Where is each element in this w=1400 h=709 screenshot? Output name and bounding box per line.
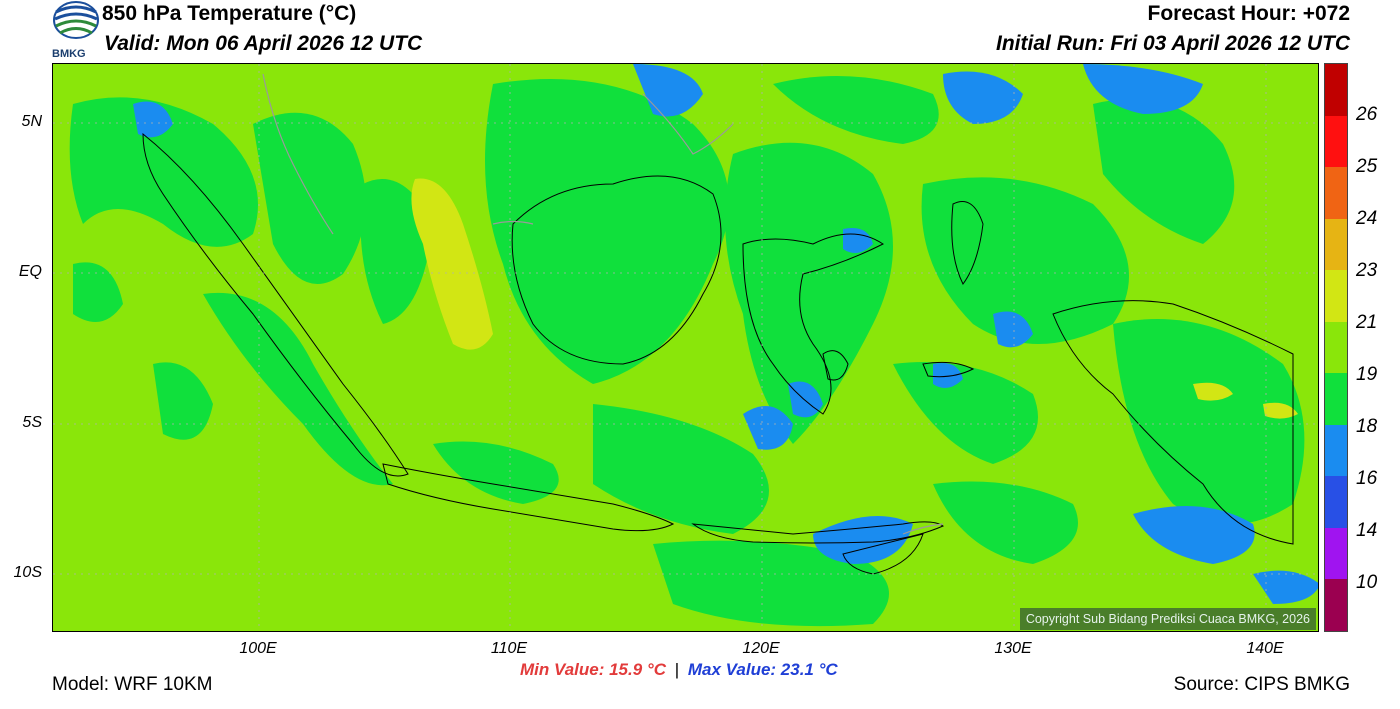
temperature-field-yellow: [411, 178, 1298, 419]
colorbar-label-25: 25: [1356, 156, 1378, 177]
min-value: Min Value: 15.9 °C: [520, 660, 666, 679]
lat-label-10s: 10S: [13, 564, 42, 581]
colorbar-segment: [1325, 64, 1347, 117]
colorbar-segment: [1325, 270, 1347, 323]
coastlines: [142, 132, 1294, 575]
min-max-values: Min Value: 15.9 °C | Max Value: 23.1 °C: [520, 660, 838, 680]
lat-label-5s: 5S: [22, 414, 42, 431]
colorbar-segment: [1325, 476, 1347, 529]
colorbar-segment: [1325, 579, 1347, 632]
lon-label-140e: 140E: [1246, 640, 1284, 657]
colorbar-label-19: 19: [1356, 364, 1378, 385]
colorbar-label-26: 26: [1356, 104, 1378, 125]
logo-text: BMKG: [52, 48, 86, 60]
colorbar-label-18: 18: [1356, 416, 1378, 437]
colorbar-segment: [1325, 373, 1347, 426]
lat-label-eq: EQ: [18, 263, 42, 280]
lat-label-5n: 5N: [21, 113, 42, 130]
value-separator: |: [674, 660, 680, 679]
colorbar-segment: [1325, 527, 1347, 580]
data-source: Source: CIPS BMKG: [1173, 674, 1350, 695]
temperature-map: [52, 63, 1319, 632]
borders: [262, 73, 944, 535]
colorbar-label-10: 10: [1356, 572, 1378, 593]
colorbar-label-16: 16: [1356, 468, 1378, 489]
model-name: Model: WRF 10KM: [52, 674, 213, 695]
colorbar-segment: [1325, 167, 1347, 220]
lon-label-120e: 120E: [742, 640, 780, 657]
colorbar-segment: [1325, 424, 1347, 477]
colorbar: [1324, 63, 1348, 632]
lon-label-100e: 100E: [239, 640, 277, 657]
grid-lines: [53, 64, 1318, 631]
colorbar-label-14: 14: [1356, 520, 1378, 541]
map-title: 850 hPa Temperature (°C): [102, 2, 357, 25]
colorbar-segment: [1325, 115, 1347, 168]
lon-label-130e: 130E: [994, 640, 1032, 657]
colorbar-segment: [1325, 218, 1347, 271]
valid-time: Valid: Mon 06 April 2026 12 UTC: [104, 32, 423, 55]
lon-label-110e: 110E: [490, 640, 528, 657]
bmkg-logo: [52, 0, 100, 62]
temperature-field-blue: [133, 64, 1318, 604]
colorbar-segment: [1325, 321, 1347, 374]
colorbar-label-21: 21: [1356, 312, 1378, 333]
copyright-note: Copyright Sub Bidang Prediksi Cuaca BMKG…: [1019, 608, 1316, 630]
max-value: Max Value: 23.1 °C: [687, 660, 838, 679]
colorbar-label-24: 24: [1356, 208, 1378, 229]
colorbar-label-23: 23: [1356, 260, 1378, 281]
initial-run: Initial Run: Fri 03 April 2026 12 UTC: [996, 32, 1350, 55]
forecast-hour: Forecast Hour: +072: [1147, 2, 1351, 25]
